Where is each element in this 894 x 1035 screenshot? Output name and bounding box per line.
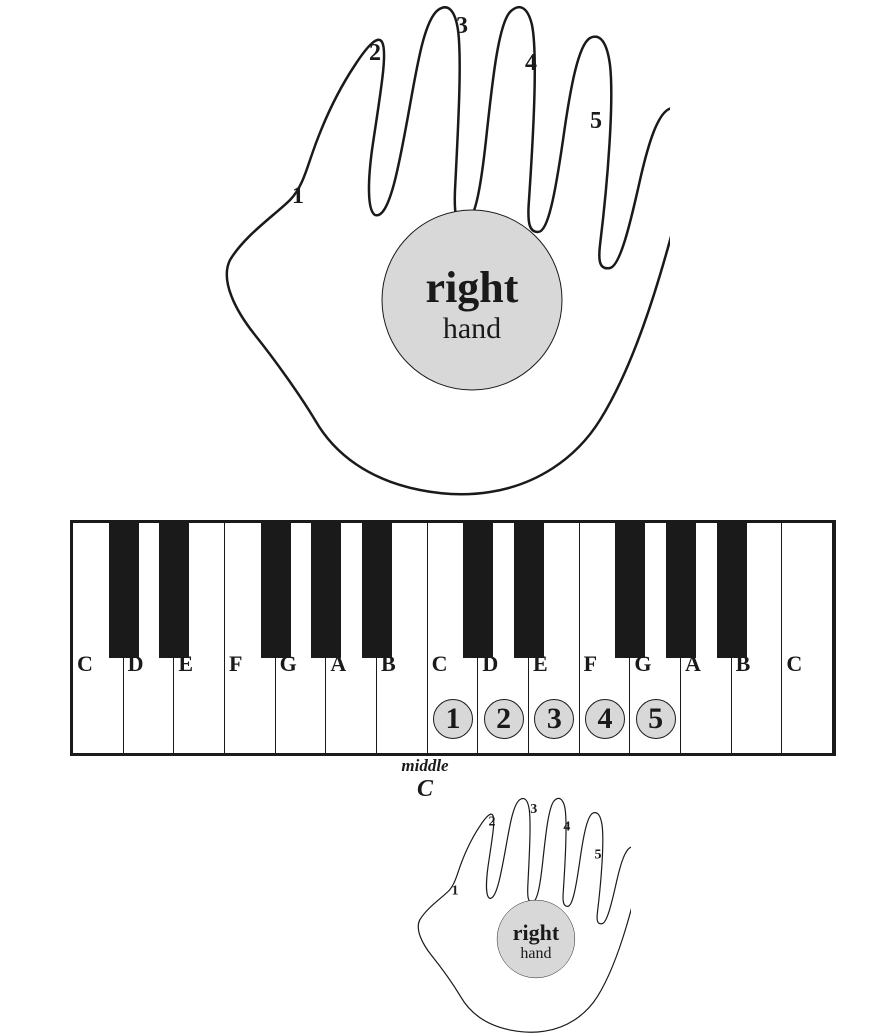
palm-text-main: right	[513, 920, 560, 945]
finger-dot-2: 2	[484, 699, 524, 739]
palm-text-sub: hand	[443, 312, 501, 345]
black-key-7	[463, 523, 493, 658]
palm-text-main: right	[426, 263, 519, 312]
black-key-12	[717, 523, 747, 658]
black-key-1	[159, 523, 189, 658]
black-key-4	[311, 523, 341, 658]
palm-text-sub: hand	[520, 945, 551, 962]
black-key-0	[109, 523, 139, 658]
finger-number-2: 2	[488, 815, 495, 830]
finger-dot-5: 5	[636, 699, 676, 739]
finger-number-3: 3	[530, 802, 537, 817]
right-hand-large-diagram: righthand 1 2 3 4 5	[220, 0, 670, 500]
finger-number-5: 5	[590, 108, 602, 134]
finger-number-4: 4	[563, 820, 570, 835]
piano-keyboard: CDEFGABCDEFGABC12345	[70, 520, 836, 756]
note-label: C	[786, 651, 802, 677]
black-key-8	[514, 523, 544, 658]
note-label: C	[432, 651, 448, 677]
black-key-5	[362, 523, 392, 658]
finger-dot-1: 1	[433, 699, 473, 739]
finger-number-3: 3	[456, 13, 468, 39]
note-label: F	[584, 651, 597, 677]
finger-number-1: 1	[292, 183, 304, 209]
finger-number-5: 5	[595, 847, 602, 862]
white-key-C-14: C	[782, 523, 833, 753]
black-key-10	[615, 523, 645, 658]
note-label: C	[77, 651, 93, 677]
finger-number-1: 1	[451, 883, 458, 898]
finger-number-2: 2	[369, 40, 381, 66]
black-key-11	[666, 523, 696, 658]
right-hand-small-diagram: righthand 1 2 3 4 5	[415, 795, 631, 1035]
note-label: F	[229, 651, 242, 677]
middle-c-text-1: middle	[380, 756, 470, 776]
black-key-3	[261, 523, 291, 658]
finger-number-4: 4	[525, 50, 537, 76]
finger-dot-4: 4	[585, 699, 625, 739]
